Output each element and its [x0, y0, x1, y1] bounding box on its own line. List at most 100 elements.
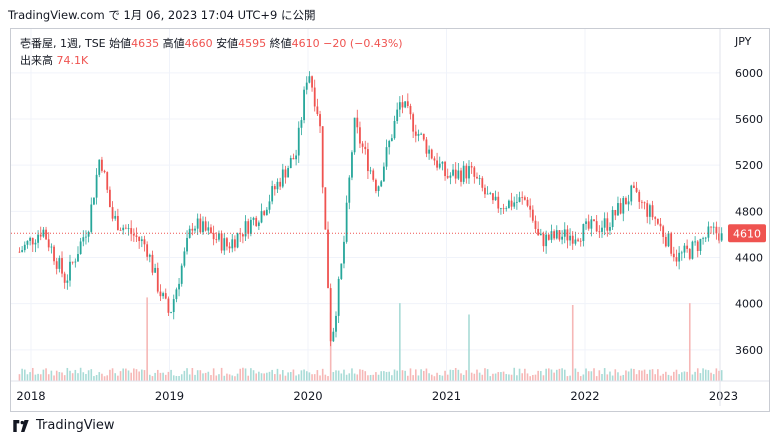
volume-bar — [417, 375, 420, 381]
volume-bar — [444, 370, 446, 381]
volume-bar — [21, 368, 23, 381]
volume-bar — [156, 369, 159, 381]
candle-body — [45, 229, 47, 240]
volume-bar — [175, 375, 178, 381]
volume-bar — [284, 375, 287, 381]
volume-bar — [244, 368, 247, 381]
candle-body — [356, 117, 359, 128]
candle-body — [114, 215, 117, 219]
candle-body — [34, 242, 37, 245]
volume-bar — [489, 376, 492, 381]
volume-bar — [619, 375, 622, 381]
candle-body — [609, 227, 611, 231]
candle-body — [603, 218, 606, 228]
candle-body — [186, 237, 188, 252]
candle-body — [617, 203, 619, 216]
volume-bar — [662, 373, 664, 381]
volume-bar — [266, 372, 268, 381]
candle-body — [364, 146, 367, 150]
volume-bar — [199, 370, 202, 381]
candle-body — [146, 244, 149, 257]
candle-body — [122, 227, 125, 231]
source-label: TradingView.com — [8, 8, 105, 22]
candle-body — [196, 218, 199, 229]
candle-body — [119, 229, 122, 231]
volume-bar — [665, 371, 667, 381]
candle-body — [332, 331, 335, 342]
candle-body — [718, 233, 720, 241]
candle-body — [58, 258, 61, 269]
candle-body — [82, 237, 85, 242]
volume-bar — [26, 374, 29, 381]
volume-bar — [135, 369, 138, 381]
candle-body — [164, 293, 167, 299]
volume-bar — [500, 372, 502, 381]
candle-body — [337, 278, 340, 316]
brand-footer[interactable]: TradingView — [12, 418, 115, 433]
volume-bar — [678, 374, 680, 381]
low-value: 4595 — [238, 37, 267, 50]
candle-body — [101, 159, 103, 171]
tradingview-logo-icon — [13, 419, 29, 432]
candle-body — [534, 220, 537, 229]
candle-body — [377, 186, 380, 192]
candle-body — [404, 101, 407, 108]
candle-body — [712, 226, 715, 228]
candle-body — [571, 235, 574, 244]
candle-body — [63, 273, 66, 283]
volume-bar — [446, 374, 449, 381]
candle-body — [228, 246, 231, 249]
candle-body — [457, 170, 460, 179]
candle-body — [257, 222, 260, 226]
candle-body — [244, 221, 247, 237]
candle-body — [702, 238, 704, 240]
candle-body — [50, 246, 53, 248]
volume-bar — [595, 376, 598, 381]
volume-bar — [289, 372, 292, 381]
candle-body — [252, 217, 255, 220]
candle-body — [215, 239, 218, 240]
volume-bar — [438, 375, 441, 381]
candle-body — [494, 196, 497, 201]
candle-body — [183, 251, 186, 266]
volume-bar — [31, 367, 34, 381]
volume-bar — [720, 370, 723, 381]
volume-bar — [154, 372, 156, 381]
volume-bar — [311, 374, 313, 381]
volume-bar — [79, 367, 82, 381]
x-tick-label: 2022 — [570, 389, 599, 403]
volume-bar — [563, 369, 566, 381]
volume-bar — [215, 375, 218, 381]
candle-body — [502, 208, 505, 210]
volume-bar — [513, 367, 516, 381]
symbol-label: 壱番屋, 1週, TSE — [20, 37, 106, 50]
candle-body — [260, 211, 263, 223]
volume-bar — [335, 370, 337, 381]
candle-body — [531, 209, 534, 221]
candle-body — [305, 82, 308, 90]
volume-bar — [561, 368, 563, 381]
candle-body — [74, 261, 77, 263]
volume-bar — [614, 369, 617, 381]
volume-bar — [95, 375, 98, 381]
candles — [18, 71, 723, 347]
candle-body — [138, 236, 141, 242]
volume-bar — [375, 372, 377, 381]
volume-bar — [180, 374, 183, 381]
x-tick-label: 2018 — [16, 389, 45, 403]
candle-body — [428, 149, 430, 154]
candle-body — [220, 233, 223, 251]
candle-body — [199, 218, 202, 233]
volume-bar — [218, 374, 220, 381]
candle-body — [106, 172, 109, 190]
volume-bar — [691, 374, 694, 381]
candle-body — [210, 227, 212, 234]
volume-bar — [226, 373, 228, 381]
candle-body — [172, 299, 175, 313]
candle-body — [372, 170, 375, 180]
volume-bar — [236, 373, 239, 381]
candle-body — [47, 239, 50, 248]
candle-body — [223, 238, 226, 251]
volume-bar — [361, 369, 364, 381]
